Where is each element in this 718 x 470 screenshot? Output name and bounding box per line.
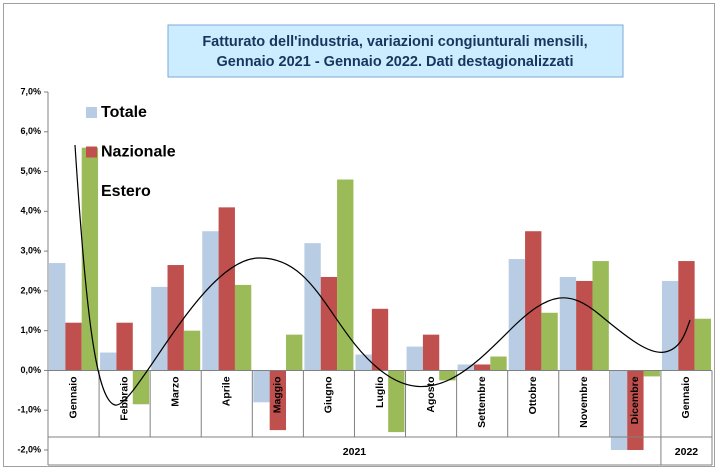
bar [218, 207, 235, 371]
bar [422, 334, 440, 371]
legend-swatch [86, 107, 97, 118]
x-tick-label: Giugno [323, 376, 335, 413]
y-tick-label: 4,0% [20, 206, 41, 216]
bar [473, 364, 491, 371]
y-tick-label: 5,0% [20, 166, 41, 176]
bar [508, 259, 526, 371]
x-tick-label: Gennaio [67, 376, 79, 418]
bar [576, 280, 593, 371]
y-tick-label: 3,0% [20, 245, 41, 255]
bar [337, 179, 354, 371]
x-tick-label: Dicembre [629, 376, 641, 424]
bar [132, 370, 150, 405]
bar [304, 243, 321, 371]
bar [116, 322, 133, 371]
y-tick-label: 2,0% [20, 285, 41, 295]
bar [627, 370, 644, 450]
bar [202, 231, 219, 371]
x-tick-label: Novembre [578, 376, 590, 428]
x-tick-label: Maggio [272, 376, 284, 413]
bar [694, 318, 711, 371]
trend-curve [74, 144, 691, 406]
bar [610, 370, 628, 450]
bar [643, 370, 660, 377]
x-tick-label: Agosto [425, 376, 437, 412]
bar [151, 286, 168, 371]
x-tick-label: Febbraio [118, 376, 130, 420]
bar [183, 330, 201, 371]
bar [541, 312, 558, 371]
chart-title: Fatturato dell'industria, variazioni con… [202, 34, 587, 50]
bar [439, 370, 456, 381]
bar [559, 276, 577, 371]
bar [253, 370, 270, 403]
legend-label: Totale [101, 104, 147, 121]
legend-swatch [86, 146, 97, 158]
bar [286, 334, 303, 371]
bar [320, 276, 338, 371]
chart-frame [3, 3, 715, 467]
bar [661, 280, 679, 371]
x-tick-label: Settembre [476, 376, 488, 428]
group-label: 2022 [675, 446, 699, 458]
y-tick-label: -1,0% [17, 405, 41, 415]
bar [490, 356, 507, 371]
chart-title: Gennaio 2021 - Gennaio 2022. Dati destag… [217, 54, 574, 70]
bar [388, 370, 405, 433]
legend-label: Nazionale [101, 144, 176, 161]
x-tick-label: Aprile [221, 376, 233, 406]
title-box [167, 24, 624, 78]
y-tick-label: 7,0% [20, 86, 41, 96]
y-tick-label: 6,0% [20, 126, 41, 136]
group-label: 2021 [343, 446, 367, 458]
bar [65, 322, 82, 371]
bar [234, 284, 252, 371]
bar [100, 352, 117, 371]
y-tick-label: 1,0% [20, 325, 41, 335]
x-tick-label: Marzo [169, 376, 181, 406]
bar [457, 364, 474, 371]
bar [355, 354, 372, 371]
y-tick-label: -2,0% [17, 444, 41, 454]
bar [269, 370, 287, 431]
x-tick-label: Luglio [374, 376, 386, 408]
legend-label: Estero [101, 183, 151, 200]
legend-swatch [86, 186, 97, 197]
bar [81, 147, 99, 371]
x-tick-label: Ottobre [527, 376, 539, 414]
bar [49, 263, 66, 371]
bar [525, 231, 542, 371]
bar [406, 346, 423, 371]
bar [678, 261, 695, 371]
x-tick-label: Gennaio [680, 376, 692, 418]
bar [167, 265, 184, 371]
y-tick-label: 0,0% [20, 365, 41, 375]
bar [371, 308, 389, 371]
